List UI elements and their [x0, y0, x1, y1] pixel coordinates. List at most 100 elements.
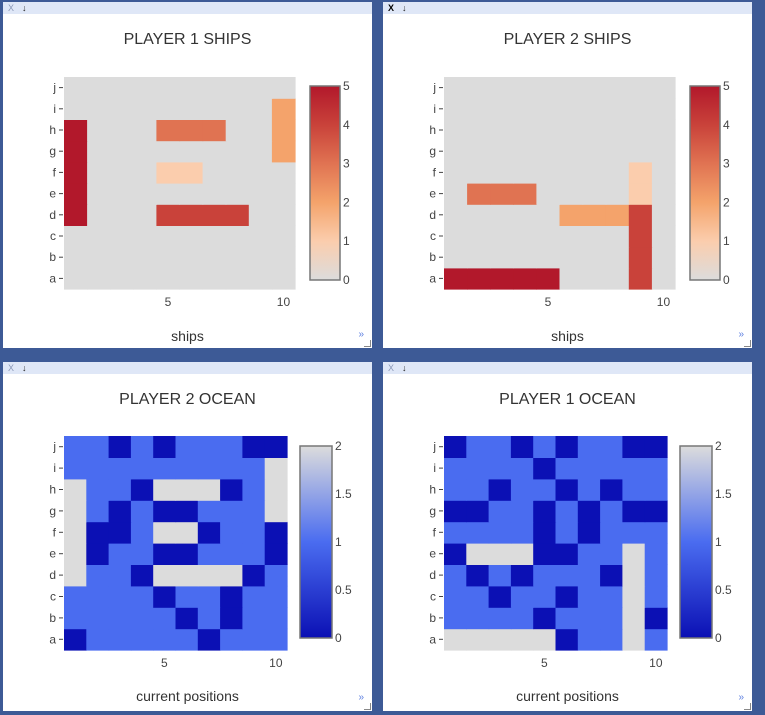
- heatmap-cell: [179, 98, 204, 120]
- heatmap-cell: [64, 436, 87, 458]
- heatmap-cell: [202, 183, 227, 205]
- heatmap-cell: [64, 98, 88, 120]
- heatmap-cell: [64, 77, 88, 99]
- heatmap-cell: [175, 628, 199, 651]
- heatmap-cell: [86, 521, 110, 544]
- heatmap-cell: [64, 119, 88, 142]
- resize-handle[interactable]: [364, 340, 371, 347]
- heatmap-cell: [600, 564, 623, 587]
- heatmap-cell: [197, 436, 221, 458]
- heatmap-cell: [87, 204, 111, 226]
- colorbar: [689, 85, 721, 281]
- expand-icon[interactable]: »: [738, 329, 744, 340]
- expand-icon[interactable]: »: [738, 692, 744, 703]
- heatmap-cell: [271, 77, 296, 99]
- heatmap-cell: [651, 225, 676, 248]
- heatmap-cell: [467, 140, 491, 163]
- heatmap-cell: [628, 267, 653, 290]
- y-tick-label: h: [429, 123, 436, 137]
- heatmap-cell: [644, 521, 668, 544]
- heatmap-cell: [130, 628, 154, 651]
- heatmap-cell: [510, 457, 534, 480]
- heatmap-cell: [86, 585, 110, 608]
- heatmap-cell: [644, 500, 668, 523]
- heatmap-cell: [577, 585, 601, 608]
- heatmap-cell: [225, 225, 250, 248]
- close-icon[interactable]: X: [8, 363, 15, 373]
- heatmap-cell: [108, 628, 132, 651]
- heatmap-cell: [600, 500, 623, 523]
- download-icon[interactable]: ↓: [402, 3, 407, 13]
- heatmap-cell: [175, 585, 199, 608]
- heatmap-cell: [582, 161, 607, 184]
- heatmap-cell: [444, 478, 467, 501]
- heatmap-cell: [130, 500, 154, 523]
- colorbar-tick-label: 1: [715, 535, 722, 549]
- heatmap-cell: [153, 521, 177, 544]
- expand-icon[interactable]: »: [358, 329, 364, 340]
- colorbar-tick-label: 0.5: [715, 583, 732, 597]
- heatmap-cell: [225, 77, 250, 99]
- heatmap-cell: [644, 478, 668, 501]
- close-icon[interactable]: X: [388, 3, 395, 13]
- heatmap-cell: [202, 140, 227, 163]
- resize-handle[interactable]: [364, 703, 371, 710]
- y-tick-label: b: [429, 611, 436, 625]
- download-icon[interactable]: ↓: [402, 363, 407, 373]
- heatmap-cell: [87, 246, 111, 269]
- heatmap-cell: [467, 246, 491, 269]
- heatmap-cell: [536, 267, 561, 290]
- download-icon[interactable]: ↓: [22, 3, 27, 13]
- heatmap-cell: [559, 225, 584, 248]
- heatmap-cell: [605, 225, 630, 248]
- heatmap-cell: [444, 225, 468, 248]
- heatmap-cell: [533, 564, 557, 587]
- heatmap-cell: [577, 436, 601, 458]
- close-icon[interactable]: X: [388, 363, 395, 373]
- heatmap-cell: [651, 98, 676, 120]
- heatmap-cell: [467, 204, 491, 226]
- heatmap-cell: [444, 77, 468, 99]
- panel-toolbar: X ↓: [383, 362, 752, 374]
- heatmap-cell: [444, 119, 468, 142]
- colorbar-tick-label: 5: [343, 79, 350, 93]
- heatmap-cell: [510, 607, 534, 630]
- resize-handle[interactable]: [744, 703, 751, 710]
- heatmap-cell: [513, 204, 537, 226]
- y-tick-label: f: [433, 525, 437, 539]
- heatmap-cell: [577, 564, 601, 587]
- heatmap-cell: [175, 457, 199, 480]
- y-tick-label: j: [52, 81, 56, 95]
- heatmap-cell: [536, 183, 561, 205]
- x-tick-label: 10: [269, 656, 283, 670]
- resize-handle[interactable]: [744, 340, 751, 347]
- download-icon[interactable]: ↓: [22, 363, 27, 373]
- close-icon[interactable]: X: [8, 3, 15, 13]
- heatmap-cell: [248, 225, 273, 248]
- heatmap-cell: [110, 267, 134, 290]
- heatmap-cell: [555, 628, 579, 651]
- heatmap-cell: [197, 543, 221, 565]
- panel-player1-ships: X ↓ PLAYER 1 SHIPS a b c d e f g h i j 5 10 0 1 2 3 4 5 s…: [3, 2, 372, 348]
- heatmap-cell: [600, 478, 623, 501]
- x-axis-label: current positions: [516, 688, 619, 704]
- y-tick-label: g: [429, 504, 436, 518]
- y-tick-label: b: [49, 611, 56, 625]
- heatmap-cell: [133, 77, 157, 99]
- heatmap-cell: [577, 628, 601, 651]
- y-tick-label: a: [49, 632, 56, 646]
- heatmap-cell: [536, 77, 561, 99]
- heatmap-cell: [64, 478, 87, 501]
- expand-icon[interactable]: »: [358, 692, 364, 703]
- heatmap-cell: [644, 585, 668, 608]
- heatmap-cell: [225, 98, 250, 120]
- x-tick-label: 5: [161, 656, 168, 670]
- y-tick-label: f: [53, 525, 57, 539]
- heatmap-cell: [202, 98, 227, 120]
- heatmap-cell: [110, 204, 134, 226]
- heatmap-cell: [86, 478, 110, 501]
